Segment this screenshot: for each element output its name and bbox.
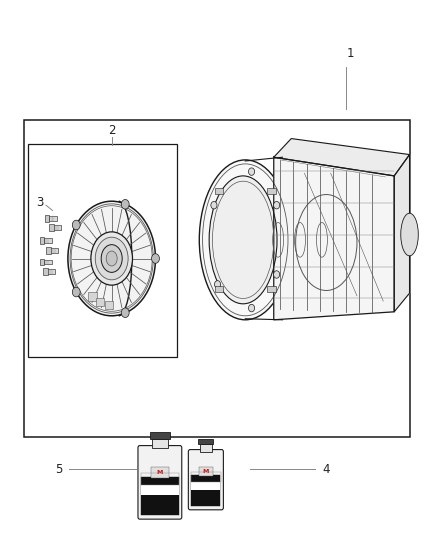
Ellipse shape	[95, 237, 128, 280]
Bar	[50, 248, 58, 253]
Bar	[43, 268, 48, 275]
Bar	[191, 475, 220, 505]
Circle shape	[274, 201, 280, 209]
Bar	[45, 215, 49, 222]
Bar	[46, 247, 51, 254]
Ellipse shape	[68, 201, 155, 316]
Circle shape	[215, 281, 221, 288]
Bar	[200, 445, 212, 452]
Bar	[49, 224, 54, 231]
Text: M: M	[157, 470, 163, 475]
Bar	[150, 432, 170, 439]
Circle shape	[121, 308, 129, 318]
Circle shape	[211, 201, 217, 209]
Bar	[24, 120, 410, 437]
Circle shape	[121, 199, 129, 209]
Bar	[141, 477, 179, 515]
Bar	[49, 216, 57, 221]
Polygon shape	[274, 157, 394, 320]
Circle shape	[72, 287, 80, 297]
Text: MaxPro: MaxPro	[195, 485, 217, 490]
Text: MaxPro: MaxPro	[149, 490, 171, 495]
FancyBboxPatch shape	[188, 450, 223, 510]
Bar	[215, 188, 223, 194]
Bar	[152, 439, 168, 448]
Bar	[141, 473, 179, 485]
Bar	[151, 467, 169, 478]
Text: 3: 3	[37, 196, 44, 209]
Bar	[40, 259, 44, 265]
Polygon shape	[274, 139, 410, 176]
Ellipse shape	[209, 176, 277, 304]
Bar	[40, 237, 44, 244]
Bar	[44, 260, 52, 264]
Bar	[267, 286, 276, 292]
Bar	[105, 301, 113, 309]
Ellipse shape	[101, 245, 122, 272]
Bar	[215, 286, 223, 292]
FancyBboxPatch shape	[138, 446, 182, 519]
Bar	[44, 238, 52, 243]
Text: 5: 5	[56, 463, 63, 475]
Ellipse shape	[91, 232, 132, 285]
Ellipse shape	[401, 213, 418, 256]
Bar	[96, 298, 104, 306]
Bar	[47, 269, 55, 274]
Text: 2: 2	[108, 124, 116, 137]
Circle shape	[248, 168, 254, 175]
Circle shape	[248, 304, 254, 312]
Bar	[199, 467, 213, 477]
Polygon shape	[394, 155, 410, 312]
Circle shape	[152, 254, 159, 263]
Bar	[141, 485, 179, 495]
Text: 1: 1	[346, 47, 354, 60]
Text: M: M	[203, 470, 209, 474]
Text: 4: 4	[322, 463, 330, 475]
Circle shape	[274, 271, 280, 278]
Bar	[28, 144, 177, 357]
Bar	[198, 439, 213, 445]
Bar	[53, 225, 61, 230]
Bar	[267, 188, 276, 194]
Circle shape	[72, 220, 80, 230]
Bar	[191, 472, 221, 482]
Ellipse shape	[106, 251, 117, 266]
Ellipse shape	[199, 160, 291, 320]
Bar	[191, 482, 220, 490]
Bar	[88, 292, 97, 301]
